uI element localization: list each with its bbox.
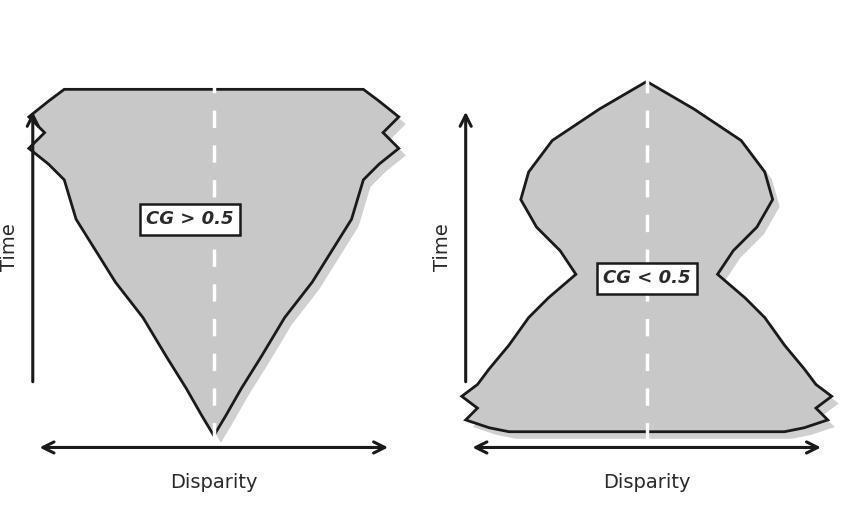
Polygon shape [29,89,399,436]
Text: CG > 0.5: CG > 0.5 [147,210,234,228]
Text: Disparity: Disparity [603,474,690,493]
Polygon shape [36,96,406,443]
Text: Time: Time [0,223,19,271]
Text: Disparity: Disparity [170,474,257,493]
Polygon shape [462,81,832,432]
Text: Time: Time [433,223,452,271]
Text: CG < 0.5: CG < 0.5 [603,269,690,287]
Polygon shape [469,89,838,439]
